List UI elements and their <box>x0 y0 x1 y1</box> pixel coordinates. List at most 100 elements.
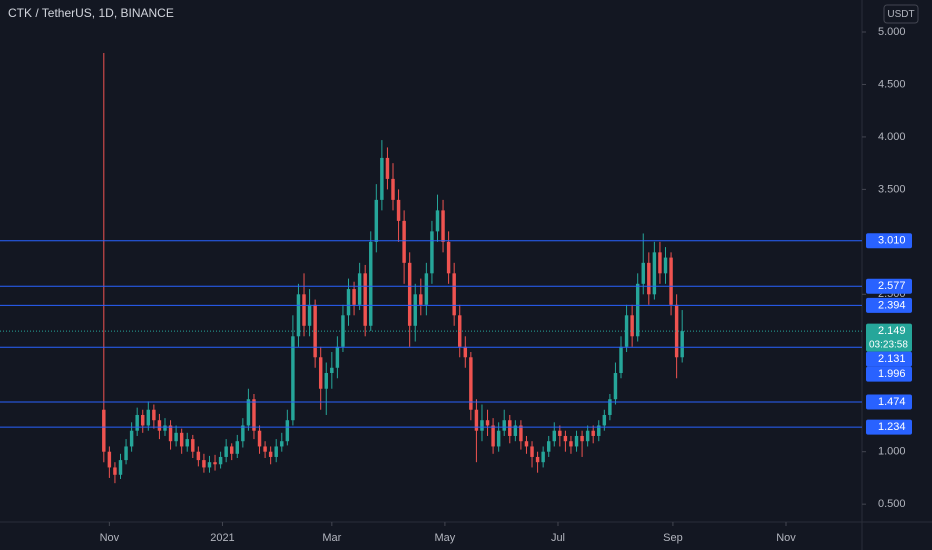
candle-body <box>619 346 623 374</box>
y-tick-label: 3.500 <box>878 183 906 195</box>
candle-body <box>363 273 367 326</box>
x-tick-label: Nov <box>776 532 796 544</box>
candle-body <box>391 178 395 200</box>
candle-body <box>613 373 618 400</box>
candle-body <box>413 294 417 326</box>
countdown-label: 03:23:58 <box>869 339 908 350</box>
candle-body <box>669 257 673 305</box>
candle-body <box>658 252 662 274</box>
candle-body <box>352 289 356 305</box>
level-label: 2.577 <box>878 280 906 292</box>
candle-body <box>135 414 139 431</box>
candle-body <box>663 257 668 274</box>
candle-body <box>641 262 645 284</box>
candle-body <box>107 451 112 468</box>
candle-body <box>463 346 468 358</box>
candle-body <box>235 441 240 454</box>
candle-body <box>318 357 323 389</box>
x-tick-label: Sep <box>663 532 683 544</box>
level-label: 1.474 <box>878 396 906 408</box>
candle-body <box>674 304 679 358</box>
candle-body <box>602 414 607 426</box>
currency-button[interactable] <box>883 4 919 24</box>
candle-body <box>268 451 273 457</box>
candle-body <box>530 446 534 457</box>
x-tick-label: May <box>435 532 456 544</box>
candle-body <box>263 446 267 452</box>
candle-body <box>380 157 384 200</box>
candle-body <box>213 462 217 465</box>
candle-body <box>296 294 301 337</box>
candles <box>102 52 684 484</box>
candle-body <box>435 210 440 232</box>
candle-body <box>424 273 429 305</box>
candle-body <box>558 430 562 436</box>
candle-body <box>502 420 506 431</box>
candle-body <box>280 441 284 447</box>
candle-body <box>446 241 451 274</box>
candle-body <box>163 425 167 431</box>
candle-body <box>647 262 651 295</box>
y-tick-label: 1.000 <box>878 446 906 458</box>
candle-body <box>118 460 123 475</box>
currency-label[interactable]: USDT <box>887 9 914 20</box>
candle-body <box>202 460 206 468</box>
level-label: 2.131 <box>878 353 906 365</box>
candle-body <box>635 283 640 337</box>
candle-body <box>291 336 295 421</box>
level-box <box>866 278 912 294</box>
candle-body <box>535 456 540 463</box>
y-tick-label: 4.500 <box>878 78 906 90</box>
candle-body <box>196 451 201 461</box>
x-tick-label: Nov <box>100 532 120 544</box>
candle-body <box>157 420 162 431</box>
level-box <box>866 366 912 382</box>
last-price-label: 2.149 <box>878 325 906 337</box>
candle-body <box>563 435 568 442</box>
level-label: 2.394 <box>878 299 906 311</box>
candle-body <box>441 210 445 242</box>
candle-body <box>452 273 456 316</box>
candle-body <box>207 462 212 468</box>
candle-body <box>369 241 373 326</box>
level-label: 1.996 <box>878 368 906 380</box>
candle-body <box>513 425 518 436</box>
candle-body <box>168 425 173 442</box>
y-tick-label: 4.000 <box>878 131 906 143</box>
y-tick-label: 0.500 <box>878 498 906 510</box>
candle-body <box>324 373 328 389</box>
candle-body <box>608 399 612 415</box>
candle-body <box>274 446 278 457</box>
candle-body <box>257 430 262 447</box>
candle-body <box>285 420 290 442</box>
candle-body <box>496 430 501 447</box>
candle-body <box>624 315 629 347</box>
candle-body <box>179 432 184 447</box>
x-tick-label: 2021 <box>210 532 234 544</box>
candle-body <box>541 451 545 463</box>
candle-body <box>630 315 634 337</box>
level-label: 3.010 <box>878 235 906 247</box>
candle-body <box>374 199 379 242</box>
candle-body <box>474 409 479 431</box>
candle-body <box>241 425 245 442</box>
candle-body <box>218 456 223 465</box>
candle-body <box>430 231 434 274</box>
level-box <box>866 394 912 410</box>
candle-body <box>246 399 251 426</box>
candle-body <box>469 357 473 410</box>
candle-body <box>185 439 189 447</box>
candle-body <box>546 441 551 452</box>
symbol-title: CTK / TetherUS, 1D, BINANCE <box>8 6 174 20</box>
candle-body <box>552 430 556 442</box>
candle-body <box>141 414 145 426</box>
candle-body <box>335 346 340 368</box>
candle-body <box>224 446 228 457</box>
candle-body <box>508 420 512 436</box>
level-box <box>866 297 912 313</box>
candle-body <box>402 220 406 263</box>
candle-body <box>480 420 484 431</box>
candle-body <box>229 446 234 454</box>
candle-body <box>580 435 584 442</box>
